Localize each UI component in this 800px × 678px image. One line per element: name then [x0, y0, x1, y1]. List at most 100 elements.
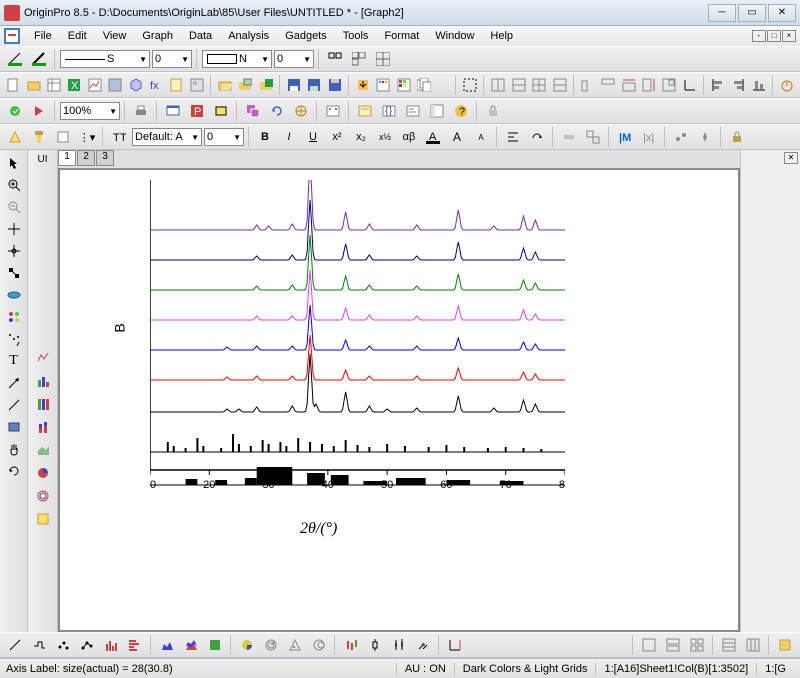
hline-plot-button[interactable]	[28, 634, 50, 656]
results-log-button[interactable]	[402, 100, 424, 122]
extract-button[interactable]	[579, 74, 597, 96]
template4-button[interactable]	[718, 634, 740, 656]
ppt-button[interactable]: P	[186, 100, 208, 122]
lock-button[interactable]	[482, 100, 504, 122]
grid3-button[interactable]	[372, 48, 394, 70]
fill-color-button[interactable]	[28, 48, 50, 70]
code-builder-button[interactable]: {}	[378, 100, 400, 122]
grid1-button[interactable]	[324, 48, 346, 70]
menu-view[interactable]: View	[95, 30, 135, 42]
plot-bar-button[interactable]	[30, 370, 56, 392]
add-top-button[interactable]	[619, 74, 637, 96]
region-tool[interactable]	[2, 306, 26, 328]
batch-button[interactable]	[415, 74, 433, 96]
layout3-button[interactable]	[530, 74, 548, 96]
menu-tools[interactable]: Tools	[335, 30, 377, 42]
new-project-button[interactable]	[4, 74, 22, 96]
plot-more-button[interactable]	[30, 508, 56, 530]
bar-plot-button[interactable]	[124, 634, 146, 656]
text-tool[interactable]: T	[2, 350, 26, 372]
menu-gadgets[interactable]: Gadgets	[277, 30, 335, 42]
line-color-button[interactable]	[4, 48, 26, 70]
digitize-button[interactable]	[290, 100, 312, 122]
recalc-button[interactable]	[4, 100, 26, 122]
layout4-button[interactable]	[550, 74, 568, 96]
plot-pie-button[interactable]	[30, 462, 56, 484]
bold-button[interactable]: B	[254, 126, 276, 148]
quick-help-button[interactable]: ?	[450, 100, 472, 122]
plot-contour-button[interactable]	[30, 485, 56, 507]
theme-button[interactable]	[4, 126, 26, 148]
import-ascii-button[interactable]	[374, 74, 392, 96]
new-excel-button[interactable]: X	[65, 74, 83, 96]
x-axis-label[interactable]: 2θ/(°)	[300, 520, 337, 538]
maximize-button[interactable]: ▭	[738, 4, 766, 22]
column-plot-button[interactable]	[100, 634, 122, 656]
menu-file[interactable]: File	[26, 30, 60, 42]
stacked-area-button[interactable]	[180, 634, 202, 656]
template2-button[interactable]	[662, 634, 684, 656]
add-inset-button[interactable]	[660, 74, 678, 96]
plot-area-button[interactable]	[30, 439, 56, 461]
arrange-button[interactable]	[558, 126, 580, 148]
font-color-button[interactable]: A	[422, 126, 444, 148]
zoom-select[interactable]: 100%▼	[60, 102, 120, 120]
copy-format-button[interactable]	[28, 126, 50, 148]
pie-plot-button[interactable]	[236, 634, 258, 656]
layout2-button[interactable]	[510, 74, 528, 96]
decrease-font-button[interactable]: A	[470, 126, 492, 148]
project-explorer-button[interactable]	[426, 100, 448, 122]
duplicate-button[interactable]	[242, 100, 264, 122]
import-multiple-button[interactable]	[394, 74, 412, 96]
template3-button[interactable]	[686, 634, 708, 656]
line-width-select[interactable]: 0▼	[152, 50, 192, 68]
new-3d-button[interactable]	[126, 74, 144, 96]
vector-button[interactable]	[412, 634, 434, 656]
run-button[interactable]	[28, 100, 50, 122]
new-matrix-button[interactable]	[106, 74, 124, 96]
new-folder-button[interactable]	[24, 74, 42, 96]
mdi-minimize-button[interactable]: -	[752, 30, 766, 42]
lock2-button[interactable]	[726, 126, 748, 148]
hilo-button[interactable]	[340, 634, 362, 656]
paste-format-more-button[interactable]: ⋮▾	[76, 126, 98, 148]
layer-tab-2[interactable]: 2	[77, 150, 95, 166]
layer-tab-1[interactable]: 1	[58, 150, 76, 166]
area-plot-button[interactable]	[156, 634, 178, 656]
polar-button[interactable]	[260, 634, 282, 656]
movie-button[interactable]	[210, 100, 232, 122]
rescale-button[interactable]	[461, 74, 479, 96]
scatter-plot-button[interactable]	[52, 634, 74, 656]
italic-button[interactable]: I	[278, 126, 300, 148]
line-style-select[interactable]: S▼	[60, 50, 150, 68]
fill-area-button[interactable]	[204, 634, 226, 656]
add-right-button[interactable]	[640, 74, 658, 96]
plot-column-button[interactable]	[30, 393, 56, 415]
timer-button[interactable]	[778, 74, 796, 96]
new-function-button[interactable]: fx	[147, 74, 165, 96]
font-size-select[interactable]: 0▼	[204, 128, 244, 146]
pan-tool[interactable]	[2, 438, 26, 460]
superscript-button[interactable]: x²	[326, 126, 348, 148]
line-plot-button[interactable]	[4, 634, 26, 656]
menu-data[interactable]: Data	[181, 30, 220, 42]
arrow-tool[interactable]	[2, 372, 26, 394]
close-button[interactable]: ✕	[768, 4, 796, 22]
rotate-tool[interactable]	[2, 460, 26, 482]
save-window-button[interactable]	[325, 74, 343, 96]
font-name-select[interactable]: Default: A▼	[132, 128, 202, 146]
grid2-button[interactable]	[348, 48, 370, 70]
mask-points-tool[interactable]	[2, 284, 26, 306]
line-tool[interactable]	[2, 394, 26, 416]
open-button[interactable]	[216, 74, 234, 96]
double-y-button[interactable]	[444, 634, 466, 656]
template5-button[interactable]	[742, 634, 764, 656]
line-symbol-button[interactable]	[76, 634, 98, 656]
align-hleft-button[interactable]	[502, 126, 524, 148]
fill-val-select[interactable]: 0▼	[274, 50, 314, 68]
new-notes-button[interactable]	[167, 74, 185, 96]
add-axes-button[interactable]	[681, 74, 699, 96]
plot-area[interactable]: 10203040506070800	[150, 180, 565, 520]
increase-font-button[interactable]: A	[446, 126, 468, 148]
unmask-button[interactable]: |x|	[638, 126, 660, 148]
